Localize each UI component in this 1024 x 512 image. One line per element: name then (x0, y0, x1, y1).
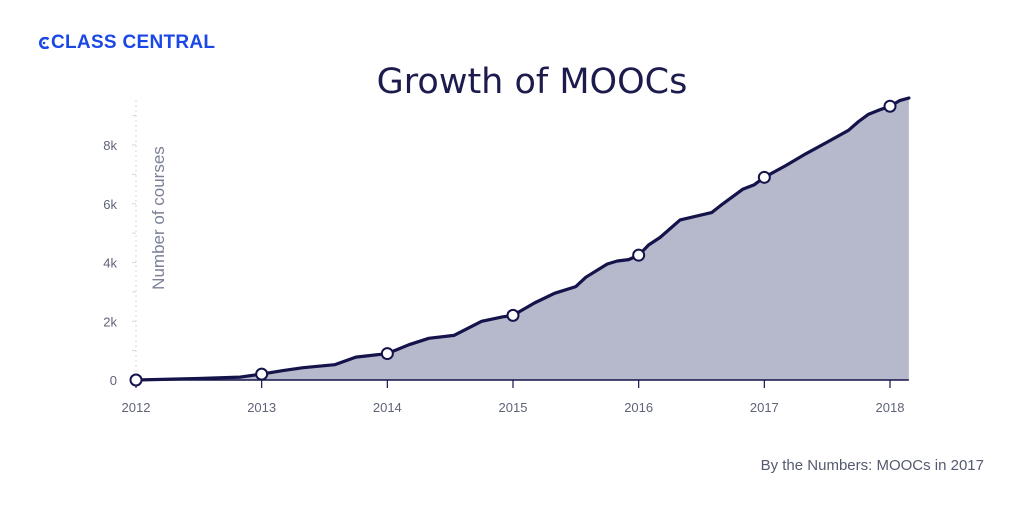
class-central-logo[interactable]: CLASS CENTRAL (38, 32, 215, 54)
x-tick-label: 2015 (499, 400, 528, 415)
series-line (134, 96, 911, 382)
x-tick-label: 2013 (247, 400, 276, 415)
y-tick-label: 8k (103, 138, 117, 153)
y-tick-label: 4k (103, 256, 117, 271)
chart-title: Growth of MOOCs (376, 62, 688, 102)
data-point-marker (632, 248, 646, 262)
x-tick-label: 2012 (122, 400, 151, 415)
data-point-marker (380, 347, 394, 361)
class-central-logo-icon (39, 37, 50, 49)
x-tick-label: 2018 (876, 400, 905, 415)
area-fill (136, 98, 909, 380)
x-tick-label: 2017 (750, 400, 779, 415)
y-tick-label: 2k (103, 314, 117, 329)
y-tick-label: 0 (110, 373, 117, 388)
y-axis-title: Number of courses (149, 146, 168, 290)
data-point-marker (255, 367, 269, 381)
footer-caption: By the Numbers: MOOCs in 2017 (760, 457, 984, 474)
y-tick-label: 6k (103, 197, 117, 212)
data-point-marker (883, 99, 897, 113)
data-point-marker (129, 373, 143, 387)
data-point-marker (757, 170, 771, 184)
x-tick-label: 2016 (624, 400, 653, 415)
x-tick-label: 2014 (373, 400, 402, 415)
brand-name: CLASS CENTRAL (51, 32, 216, 53)
data-point-marker (506, 308, 520, 322)
